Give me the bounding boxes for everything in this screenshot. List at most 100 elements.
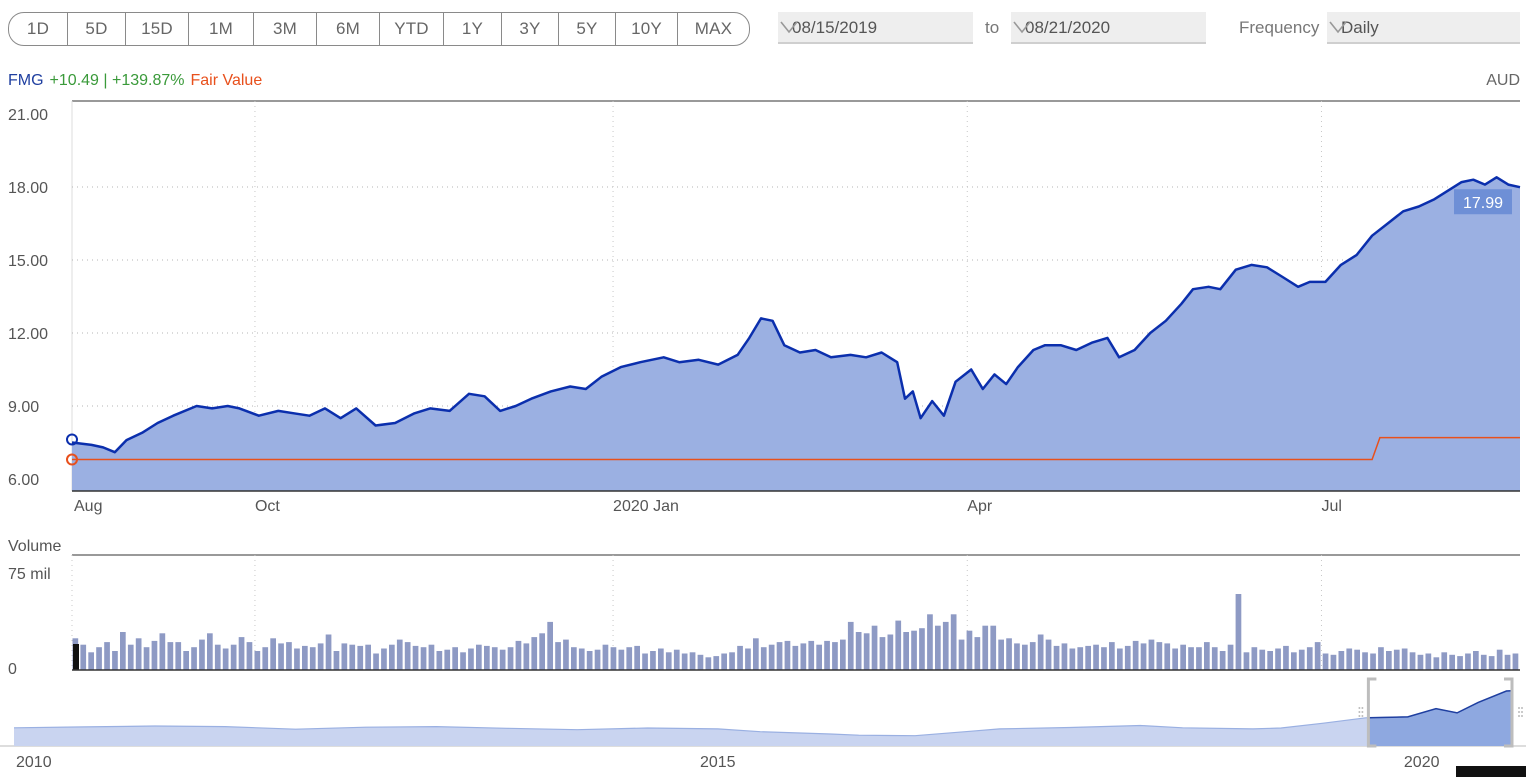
navigator-area <box>14 690 1512 746</box>
period-button-1d[interactable]: 1D <box>9 13 68 45</box>
volume-bar <box>476 644 482 670</box>
drag-grip-icon <box>1358 707 1361 709</box>
navigator-selected-line <box>1368 689 1513 719</box>
volume-bar <box>1457 656 1463 670</box>
volume-bar <box>1196 647 1202 670</box>
period-button-15d[interactable]: 15D <box>126 13 189 45</box>
volume-bar <box>1101 647 1107 670</box>
period-selector: 1D 5D 15D 1M 3M 6M YTD 1Y 3Y 5Y 10Y MAX <box>8 12 750 46</box>
volume-bar <box>665 652 672 670</box>
volume-bar <box>333 651 340 670</box>
volume-bar <box>895 620 902 670</box>
navigator-left-handle <box>1366 677 1377 748</box>
navigator-selected-area <box>1368 690 1512 746</box>
volume-bar <box>246 642 253 670</box>
volume-bar <box>618 649 625 670</box>
volume-bar <box>1283 645 1289 670</box>
volume-bar <box>151 640 158 670</box>
volume-bar <box>523 643 530 670</box>
period-button-5y[interactable]: 5Y <box>559 13 616 45</box>
volume-bar <box>1053 645 1060 670</box>
volume-bar <box>697 654 704 670</box>
legend-ticker[interactable]: FMG <box>8 72 44 89</box>
volume-bar <box>990 625 997 670</box>
volume-bar <box>650 651 656 670</box>
navigator-year-label: 2020 <box>1404 754 1440 771</box>
volume-bar <box>555 642 561 670</box>
volume-bar <box>112 651 118 670</box>
volume-bar <box>808 640 815 670</box>
volume-bar <box>381 648 387 670</box>
volume-bar <box>183 651 189 670</box>
period-button-1y[interactable]: 1Y <box>444 13 502 45</box>
volume-bar <box>1172 648 1178 670</box>
volume-bar <box>1077 647 1084 670</box>
volume-bar <box>262 647 269 670</box>
volume-bar <box>1117 648 1123 670</box>
volume-bar <box>254 651 261 670</box>
volume-bar <box>302 645 308 670</box>
volume-bar <box>832 642 838 670</box>
volume-bar <box>357 645 364 670</box>
period-button-3m[interactable]: 3M <box>254 13 317 45</box>
period-button-3y[interactable]: 3Y <box>502 13 559 45</box>
x-tick-label: 2020 Jan <box>613 498 679 515</box>
volume-bar <box>673 649 680 670</box>
volume-bar <box>389 644 395 670</box>
volume-bar <box>594 649 601 670</box>
period-button-ytd[interactable]: YTD <box>380 13 444 45</box>
end-date-value: 08/21/2020 <box>1025 18 1111 37</box>
end-date-select[interactable]: 08/21/2020 <box>1011 12 1206 44</box>
volume-bar <box>1227 644 1234 670</box>
volume-bar <box>1014 643 1020 670</box>
volume-bar <box>1235 594 1242 670</box>
volume-bar <box>1085 645 1091 670</box>
volume-bar <box>824 640 830 670</box>
volume-bar <box>658 648 664 670</box>
volume-bar <box>317 643 324 670</box>
drag-grip-icon <box>1521 707 1523 709</box>
volume-bar <box>1330 654 1337 670</box>
volume-bar <box>602 644 609 670</box>
start-date-select[interactable]: 08/15/2019 <box>778 12 973 44</box>
volume-bar <box>159 633 166 670</box>
volume-bar <box>420 647 427 670</box>
period-button-10y[interactable]: 10Y <box>616 13 678 45</box>
volume-bar <box>349 644 356 670</box>
volume-bar <box>412 645 419 670</box>
frequency-value: Daily <box>1341 18 1379 37</box>
volume-bar <box>104 642 110 670</box>
volume-bar <box>96 647 102 670</box>
volume-bar <box>1243 652 1250 670</box>
period-button-6m[interactable]: 6M <box>317 13 380 45</box>
price-area <box>72 177 1520 492</box>
legend-fair-value[interactable]: Fair Value <box>190 72 263 89</box>
volume-bar <box>270 638 276 670</box>
period-button-max[interactable]: MAX <box>694 19 733 38</box>
chevron-down-icon <box>1013 21 1031 34</box>
volume-bar <box>1480 654 1487 670</box>
volume-bar <box>1109 642 1115 670</box>
period-button-5d[interactable]: 5D <box>68 13 126 45</box>
volume-bar <box>1338 651 1345 670</box>
volume-bar <box>404 642 411 670</box>
period-button-1m[interactable]: 1M <box>189 13 254 45</box>
drag-grip-icon <box>1521 711 1523 713</box>
corner-button <box>1456 766 1526 777</box>
volume-bar <box>341 643 348 670</box>
volume-bar <box>1314 642 1321 670</box>
volume-bar <box>436 651 443 670</box>
volume-bar <box>80 644 87 670</box>
drag-grip-icon <box>1361 711 1364 713</box>
frequency-select[interactable]: Daily <box>1327 12 1520 44</box>
volume-bar <box>1473 651 1479 670</box>
volume-bar <box>705 657 712 670</box>
volume-bar <box>610 647 617 670</box>
volume-bar <box>1211 647 1218 670</box>
volume-bar <box>1037 634 1044 670</box>
volume-bar <box>1148 639 1155 670</box>
volume-bar <box>1449 654 1455 670</box>
drag-grip-icon <box>1361 715 1364 717</box>
volume-tick-label: 75 mil <box>8 566 51 583</box>
